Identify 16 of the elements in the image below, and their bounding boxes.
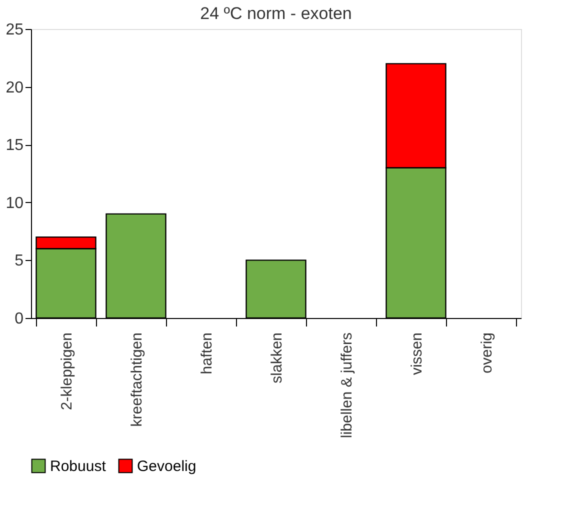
y-tick-label: 10: [6, 194, 24, 212]
x-tick-label: overig: [478, 332, 496, 374]
y-tick-label: 5: [14, 252, 24, 270]
y-tick-label: 20: [6, 79, 24, 96]
y-tick-label: 25: [6, 22, 24, 38]
x-tick-label: haften: [198, 332, 216, 374]
y-tick-label: 15: [6, 137, 24, 154]
y-tick-label: 0: [14, 310, 24, 328]
x-tick-label: libellen & juffers: [338, 332, 356, 438]
x-tick-label: kreeftachtigen: [128, 332, 146, 427]
x-tick-label: vissen: [408, 332, 426, 376]
legend-label: Robuust: [50, 458, 107, 475]
legend-label: Gevoelig: [137, 458, 196, 475]
x-tick-label: 2-kleppigen: [58, 332, 76, 410]
x-tick-label: slakken: [268, 332, 286, 384]
chart-title: 24 ºC norm - exoten: [200, 4, 352, 23]
